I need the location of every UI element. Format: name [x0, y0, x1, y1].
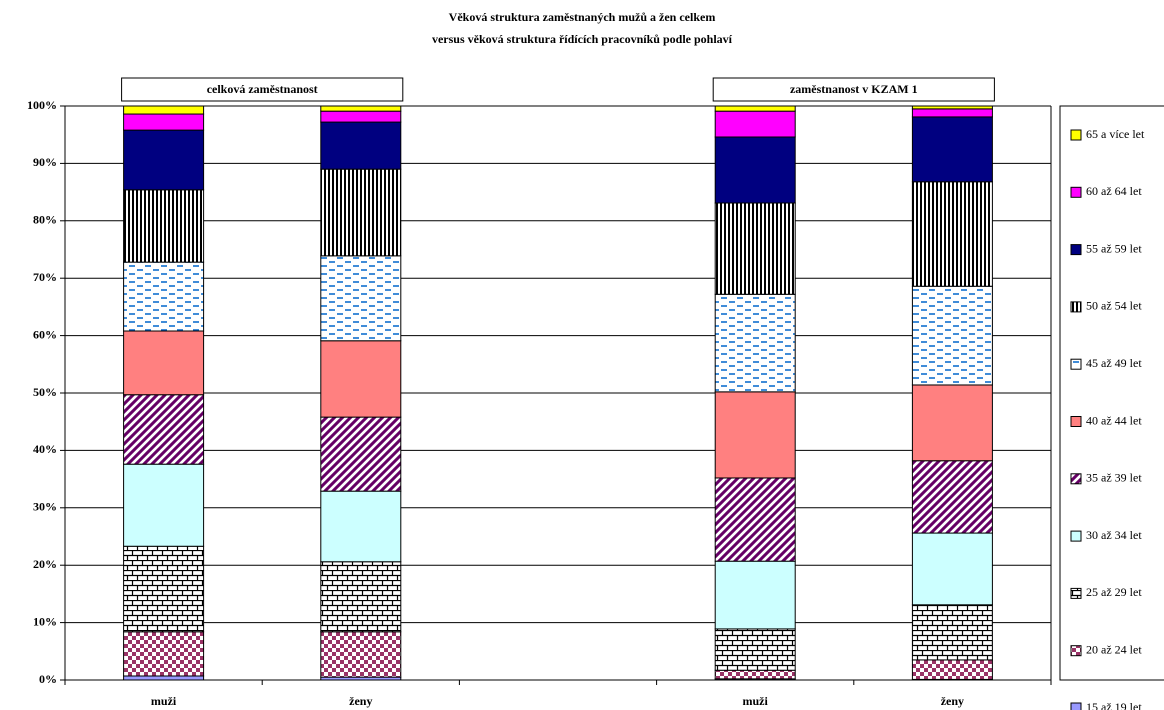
bar-segment [123, 631, 205, 677]
bar-segment [911, 116, 993, 183]
group-label-box [712, 77, 995, 102]
legend-swatch [1070, 702, 1082, 710]
x-tick-label: ženy [941, 694, 964, 708]
legend-swatch [1070, 416, 1082, 427]
bar-segment [320, 105, 402, 112]
y-tick-label: 60% [33, 327, 57, 341]
y-tick-label: 10% [33, 614, 57, 628]
y-tick-label: 0% [39, 672, 57, 686]
group-label: celková zaměstnanost [207, 82, 318, 96]
legend-label: 35 až 39 let [1086, 471, 1142, 485]
bar-segment [911, 659, 993, 680]
legend-swatch [1070, 358, 1082, 370]
bar-segment [320, 561, 402, 633]
y-tick-label: 50% [33, 385, 57, 399]
bar-segment [911, 108, 993, 118]
bar-segment [123, 261, 205, 332]
legend-swatch [1070, 186, 1082, 198]
bar-segment [123, 463, 205, 547]
legend-label: 50 až 54 let [1086, 299, 1142, 313]
bar-segment [911, 460, 993, 534]
legend-label: 15 až 19 let [1086, 700, 1142, 710]
y-tick-label: 20% [33, 557, 57, 571]
legend-label: 25 až 29 let [1086, 585, 1142, 599]
bar-segment [123, 330, 205, 396]
y-tick-label: 90% [33, 155, 57, 169]
bar-segment [714, 628, 796, 671]
bar-segment [911, 181, 993, 287]
bar-segment [911, 532, 993, 606]
bar-segment [714, 105, 796, 112]
bar-segment [123, 675, 205, 681]
legend-box [1059, 105, 1164, 681]
bar-segment [911, 604, 993, 661]
x-tick-label: muži [151, 694, 177, 708]
bar-segment [123, 113, 205, 131]
bar-segment [714, 391, 796, 479]
legend-swatch [1070, 129, 1082, 141]
legend-label: 55 až 59 let [1086, 241, 1142, 255]
bar-segment [714, 669, 796, 680]
legend-label: 30 až 34 let [1086, 528, 1142, 542]
bar-segment [123, 129, 205, 191]
legend-swatch [1070, 587, 1082, 599]
bar-segment [123, 394, 205, 465]
bar-segment [320, 255, 402, 342]
bar-segment [911, 285, 993, 386]
bar-segment [320, 168, 402, 257]
bar-segment [714, 136, 796, 204]
bar-segment [320, 631, 402, 678]
bar-segment [714, 202, 796, 295]
y-tick-label: 40% [33, 442, 57, 456]
chart-subtitle: versus věková struktura řídících pracovn… [432, 32, 733, 46]
chart-title: Věková struktura zaměstnaných mužů a žen… [449, 10, 716, 24]
group-label-box [121, 77, 404, 102]
y-tick-label: 30% [33, 500, 57, 514]
legend-label: 20 až 24 let [1086, 642, 1142, 656]
legend-label: 60 až 64 let [1086, 184, 1142, 198]
bar-segment [123, 189, 205, 263]
legend-swatch [1070, 645, 1082, 657]
legend-label: 40 až 44 let [1086, 413, 1142, 427]
bar-segment [714, 293, 796, 393]
y-tick-label: 80% [33, 213, 57, 227]
bar-segment [911, 105, 993, 110]
legend-swatch [1070, 473, 1082, 485]
legend-swatch [1070, 530, 1082, 542]
bar-segment [123, 105, 205, 115]
bar-segment [320, 340, 402, 418]
bar-segment [320, 121, 402, 170]
bar-segment [123, 545, 205, 633]
legend-label: 45 až 49 let [1086, 356, 1142, 370]
y-tick-label: 70% [33, 270, 57, 284]
bar-segment [320, 490, 402, 563]
bar-segment [714, 110, 796, 138]
bar-segment [911, 384, 993, 462]
legend-swatch [1070, 244, 1082, 256]
y-tick-label: 100% [27, 98, 57, 112]
legend-label: 65 a více let [1086, 127, 1145, 141]
legend-swatch [1070, 301, 1082, 313]
x-tick-label: muži [743, 694, 769, 708]
bar-segment [320, 110, 402, 123]
bar-segment [320, 416, 402, 492]
bar-segment [714, 477, 796, 562]
x-tick-label: ženy [349, 694, 372, 708]
group-label: zaměstnanost v KZAM 1 [790, 82, 918, 96]
bar-segment [714, 560, 796, 630]
